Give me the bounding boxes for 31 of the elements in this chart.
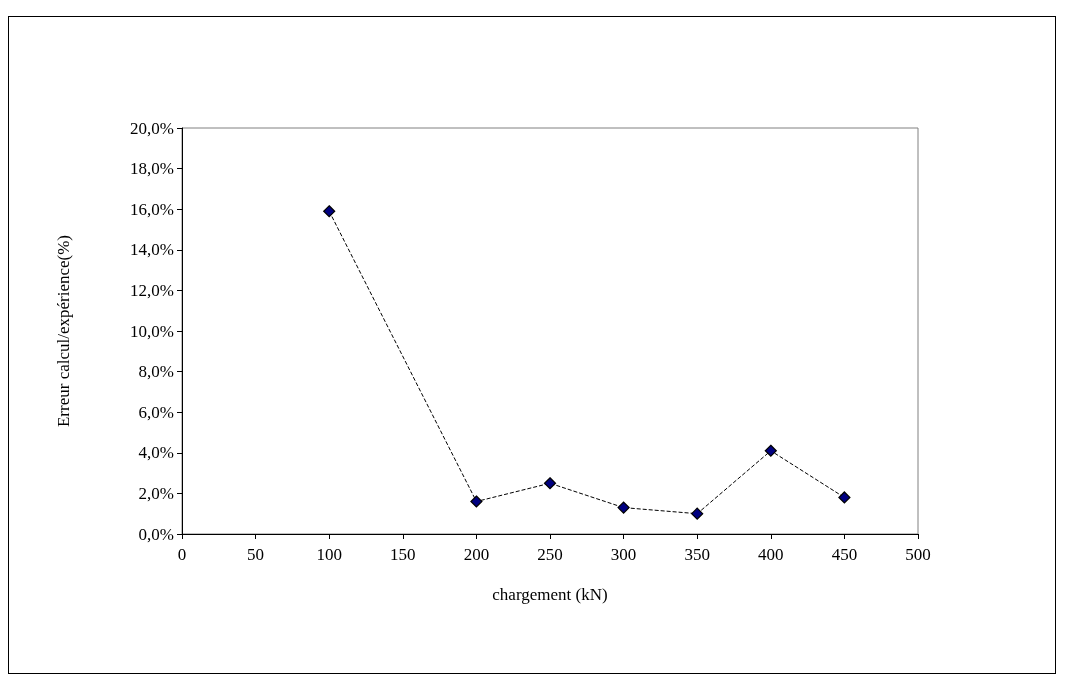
y-axis-title: Erreur calcul/expérience(%): [54, 234, 73, 428]
y-tick-label: 16,0%: [130, 199, 174, 219]
x-tick-label: 450: [831, 545, 858, 564]
x-axis-title: chargement (kN): [492, 585, 608, 604]
y-tick-label: 2,0%: [138, 483, 174, 503]
y-tick-label: 4,0%: [138, 443, 174, 463]
x-tick-label: 150: [390, 545, 416, 564]
y-tick-label: 10,0%: [130, 321, 174, 341]
point: [543, 477, 557, 490]
x-tick-label: 300: [610, 545, 637, 564]
x-tick-label: 200: [463, 545, 490, 564]
y-tick-label: 6,0%: [138, 402, 174, 422]
y-tick-label: 0,0%: [138, 524, 174, 544]
y-tick-label: 18,0%: [130, 159, 174, 179]
x-tick-label: 100: [316, 545, 342, 564]
point: [470, 495, 483, 508]
y-tick-label: 8,0%: [138, 362, 174, 382]
y-tick-label: 14,0%: [130, 240, 174, 260]
x-tick-label: 350: [684, 545, 710, 564]
x-tick-label: 50: [247, 545, 265, 564]
x-tick-label: 0: [177, 545, 187, 564]
point: [691, 507, 704, 520]
x-tick-label: 400: [758, 545, 784, 564]
x-tick-label: 500: [905, 545, 931, 564]
x-tick-label: 250: [537, 545, 563, 564]
y-tick-label: 12,0%: [130, 280, 174, 300]
point: [323, 205, 336, 218]
point: [617, 501, 630, 514]
y-tick-label: 20,0%: [130, 118, 174, 138]
point: [764, 444, 777, 457]
point: [838, 491, 851, 504]
